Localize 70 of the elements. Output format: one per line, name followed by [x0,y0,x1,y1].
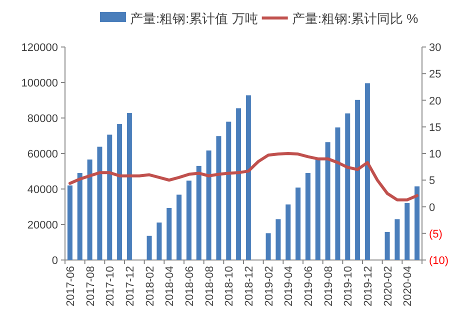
bar [77,173,82,260]
y-tick-label: 40000 [27,184,58,196]
x-tick-label: 2019-08 [322,266,335,306]
y2-tick-label: 5 [429,175,436,188]
y-tick-label: 120000 [21,42,58,54]
bar [355,100,360,260]
bar [186,180,192,260]
bar [97,146,102,260]
bar [276,219,281,260]
bar [246,95,251,260]
y2-tick-label: 10 [429,148,442,160]
bar [196,166,202,260]
x-tick-label: 2017-10 [104,266,117,306]
y2-tick-label: 15 [429,122,442,134]
y2-tick-label: (5) [429,228,442,240]
bar [236,108,242,260]
x-tick-label: 2017-08 [84,266,97,306]
bar [394,219,400,260]
y-tick-label: 100000 [21,78,58,90]
legend-label: 产量:粗钢:累计值 万吨 [130,11,258,26]
y-tick-label: 0 [52,255,58,267]
bar [315,158,320,260]
y-tick-label: 20000 [27,220,58,232]
y2-tick-label: 0 [429,202,436,214]
x-tick-label: 2018-04 [164,266,176,306]
bar [146,236,152,260]
bar [345,113,350,260]
bar [404,203,410,260]
x-tick-label: 2017-06 [64,266,77,306]
y-tick-label: 60000 [27,148,58,160]
bar [325,142,330,260]
y2-tick-label: (10) [429,255,449,267]
x-tick-label: 2019-10 [342,266,355,306]
x-tick-label: 2019-06 [302,266,315,306]
bar [67,185,72,260]
legend-label: 产量:粗钢:累计同比 % [292,11,419,26]
x-tick-label: 2019-12 [362,266,374,306]
y2-tick-label: 30 [429,42,442,54]
bar [87,160,92,260]
x-tick-label: 2018-12 [243,266,256,306]
y2-tick-label: 25 [429,68,442,81]
bar [364,83,370,260]
bar [286,204,291,260]
y2-tick-label: 20 [429,95,442,108]
bar [156,222,162,260]
bar [126,113,132,260]
bar [206,150,212,260]
y-tick-label: 80000 [27,113,58,125]
bar [414,186,420,260]
bar [176,194,182,260]
line-series [68,152,419,202]
bar [226,122,232,260]
x-tick-label: 2017-12 [124,266,136,306]
x-tick-label: 2018-08 [204,266,216,306]
x-tick-label: 2019-02 [263,266,276,306]
bar [335,127,340,260]
x-tick-label: 2020-04 [402,266,414,306]
x-tick-label: 2018-02 [144,266,156,306]
bar [384,232,390,260]
bar [266,233,271,260]
x-tick-label: 2018-10 [224,266,236,306]
x-tick-label: 2020-02 [382,266,394,306]
bar [166,208,172,260]
bar [296,188,301,260]
x-tick-label: 2019-04 [283,266,296,306]
x-tick-label: 2018-06 [184,266,196,306]
bar [117,124,122,260]
bar [305,173,310,260]
bar [107,134,112,260]
bar [216,136,222,260]
